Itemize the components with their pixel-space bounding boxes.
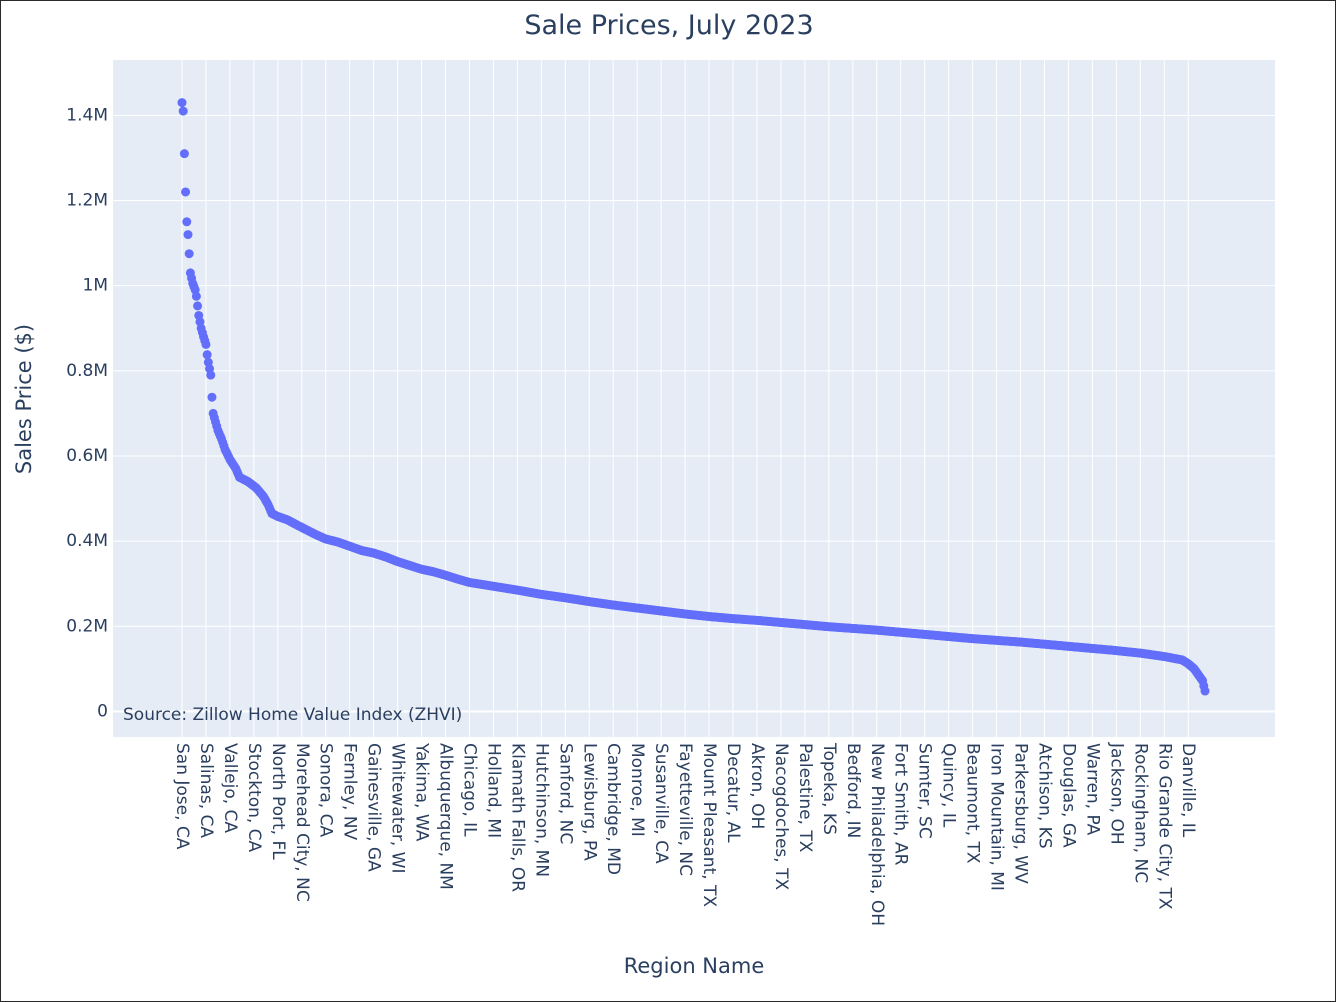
data-point[interactable]: [177, 98, 187, 108]
x-tick-label: Topeka, KS: [819, 742, 839, 835]
x-tick-label: Yakima, WA: [412, 742, 432, 842]
data-point[interactable]: [181, 187, 191, 197]
x-tick-label: Klamath Falls, OR: [507, 743, 527, 892]
y-tick-label: 1M: [83, 276, 108, 296]
x-tick-label: Nacogdoches, TX: [771, 743, 791, 890]
source-annotation: Source: Zillow Home Value Index (ZHVI): [123, 705, 462, 725]
data-point[interactable]: [191, 291, 201, 301]
x-tick-label: Palestine, TX: [795, 743, 815, 853]
y-tick-label: 0.2M: [66, 616, 108, 636]
data-point[interactable]: [184, 249, 194, 259]
y-axis-title: Sales Price ($): [12, 324, 36, 474]
x-tick-label: Morehead City, NC: [292, 743, 312, 902]
x-tick-label: Bedford, IN: [843, 743, 863, 838]
y-tick-label: 1.4M: [66, 105, 108, 125]
data-point[interactable]: [179, 149, 189, 159]
x-tick-label: New Philadelphia, OH: [867, 743, 887, 926]
x-tick-label: Hutchinson, MN: [531, 743, 551, 877]
x-tick-label: Quincy, IL: [939, 743, 959, 828]
x-tick-label: Beaumont, TX: [963, 743, 983, 864]
x-tick-label: Chicago, IL: [459, 743, 479, 837]
x-tick-label: Atchison, KS: [1034, 743, 1054, 849]
x-tick-label: Whitewater, WI: [388, 743, 408, 874]
x-tick-label: Gainesville, GA: [364, 743, 384, 872]
x-tick-label: Rockingham, NC: [1130, 743, 1150, 883]
data-point[interactable]: [183, 230, 193, 240]
x-tick-label: San Jose, CA: [172, 743, 192, 850]
x-axis-title: Region Name: [624, 954, 765, 978]
x-tick-label: Rio Grande City, TX: [1154, 743, 1174, 910]
x-tick-label: Iron Mountain, MI: [987, 743, 1007, 891]
x-tick-label: Akron, OH: [747, 743, 767, 829]
y-tick-label: 0.6M: [66, 446, 108, 466]
x-tick-label: Parkersburg, WV: [1011, 743, 1031, 884]
tick-layer: San Jose, CA Salinas, CA Vallejo, CA Stockt…: [66, 105, 1198, 926]
x-tick-label: Fort Smith, AR: [891, 743, 911, 866]
x-tick-label: Sanford, NC: [555, 743, 575, 844]
x-tick-label: Susanville, CA: [651, 743, 671, 864]
y-tick-label: 0.4M: [66, 531, 108, 551]
chart-title: Sale Prices, July 2023: [524, 10, 813, 41]
x-tick-label: Danville, IL: [1178, 743, 1198, 838]
x-tick-label: North Port, FL: [268, 743, 288, 860]
grid-layer: [113, 60, 1275, 737]
data-point[interactable]: [193, 301, 203, 311]
y-tick-label: 0.8M: [66, 361, 108, 381]
x-tick-label: Fernley, NV: [340, 743, 360, 841]
data-point[interactable]: [202, 350, 212, 360]
x-tick-label: Decatur, AL: [723, 743, 743, 843]
x-tick-label: Warren, PA: [1082, 743, 1102, 836]
x-tick-label: Albuquerque, NM: [436, 743, 456, 890]
x-tick-label: Douglas, GA: [1058, 743, 1078, 848]
x-tick-label: Vallejo, CA: [220, 743, 240, 833]
data-point[interactable]: [178, 106, 188, 116]
data-point[interactable]: [206, 370, 216, 380]
x-tick-label: Cambridge, MD: [603, 743, 623, 875]
x-tick-label: Jackson, OH: [1106, 742, 1126, 845]
x-tick-label: Lewisburg, PA: [579, 743, 599, 861]
x-tick-label: Stockton, CA: [244, 743, 264, 853]
x-tick-label: Mount Pleasant, TX: [699, 743, 719, 907]
x-tick-label: Salinas, CA: [196, 743, 216, 838]
x-tick-label: Sonora, CA: [316, 743, 336, 837]
data-point[interactable]: [182, 217, 192, 227]
point-layer: [177, 98, 1210, 696]
x-tick-label: Holland, MI: [483, 743, 503, 838]
x-tick-label: Monroe, MI: [627, 743, 647, 837]
data-point[interactable]: [201, 339, 211, 349]
y-tick-label: 1.2M: [66, 191, 108, 211]
data-point[interactable]: [207, 392, 217, 402]
data-point[interactable]: [1200, 686, 1210, 696]
plot-background: [113, 60, 1275, 737]
x-tick-label: Sumter, SC: [915, 743, 935, 839]
x-tick-label: Fayetteville, NC: [675, 743, 695, 876]
y-tick-label: 0: [97, 701, 108, 721]
